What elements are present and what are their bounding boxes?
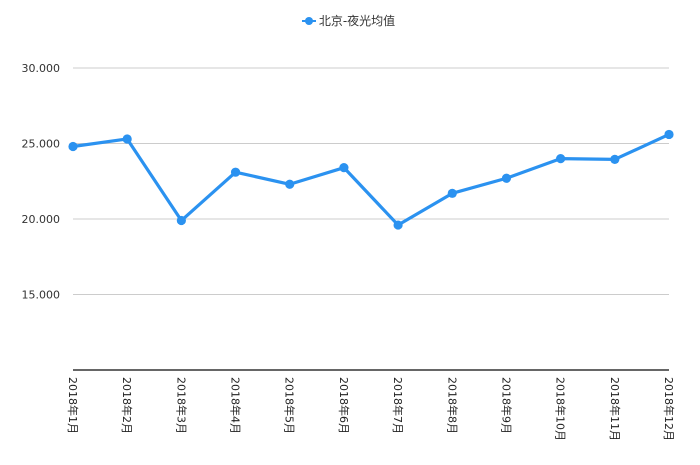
x-tick-label: 2018年7月 [391, 377, 405, 434]
data-point [501, 173, 512, 183]
y-tick-label: 20.000 [22, 213, 61, 226]
data-point [393, 220, 403, 230]
x-tick-label: 2018年2月 [120, 377, 134, 434]
x-tick-label: 2018年11月 [608, 377, 622, 441]
data-point [610, 154, 620, 164]
series-layer [68, 129, 674, 230]
y-tick-label: 15.000 [22, 289, 61, 302]
series-line [71, 132, 671, 227]
legend: 北京-夜光均值 [0, 12, 700, 29]
data-point [664, 129, 674, 140]
legend-label: 北京-夜光均值 [318, 14, 396, 28]
data-point [339, 163, 349, 173]
x-tick-label: 2018年5月 [283, 377, 297, 434]
x-tick-label: 2018年3月 [174, 377, 188, 434]
legend-marker [301, 16, 316, 25]
x-tick-label: 2018年6月 [337, 377, 351, 434]
data-point [556, 154, 566, 164]
x-axis-ticks: 2018年1月 2018年2月 2018年3月 2018年4月 2018年5月 2018年… [66, 377, 676, 441]
data-point [176, 215, 186, 226]
x-tick-label: 2018年8月 [445, 377, 459, 434]
y-tick-label: 25.000 [22, 138, 61, 151]
data-point [122, 134, 132, 144]
x-tick-label: 2018年1月 [66, 377, 80, 434]
x-tick-label: 2018年10月 [554, 377, 568, 441]
data-point [447, 188, 457, 198]
data-point [285, 179, 295, 189]
y-tick-label: 30.000 [22, 62, 61, 75]
x-tick-label: 2018年9月 [499, 377, 513, 434]
y-axis-ticks: 15.000 20.000 25.000 30.000 [22, 62, 61, 302]
gridlines [73, 67, 669, 295]
data-point [230, 167, 241, 177]
x-tick-label: 2018年12月 [662, 377, 676, 441]
data-point [68, 141, 78, 152]
x-tick-label: 2018年4月 [229, 377, 243, 434]
